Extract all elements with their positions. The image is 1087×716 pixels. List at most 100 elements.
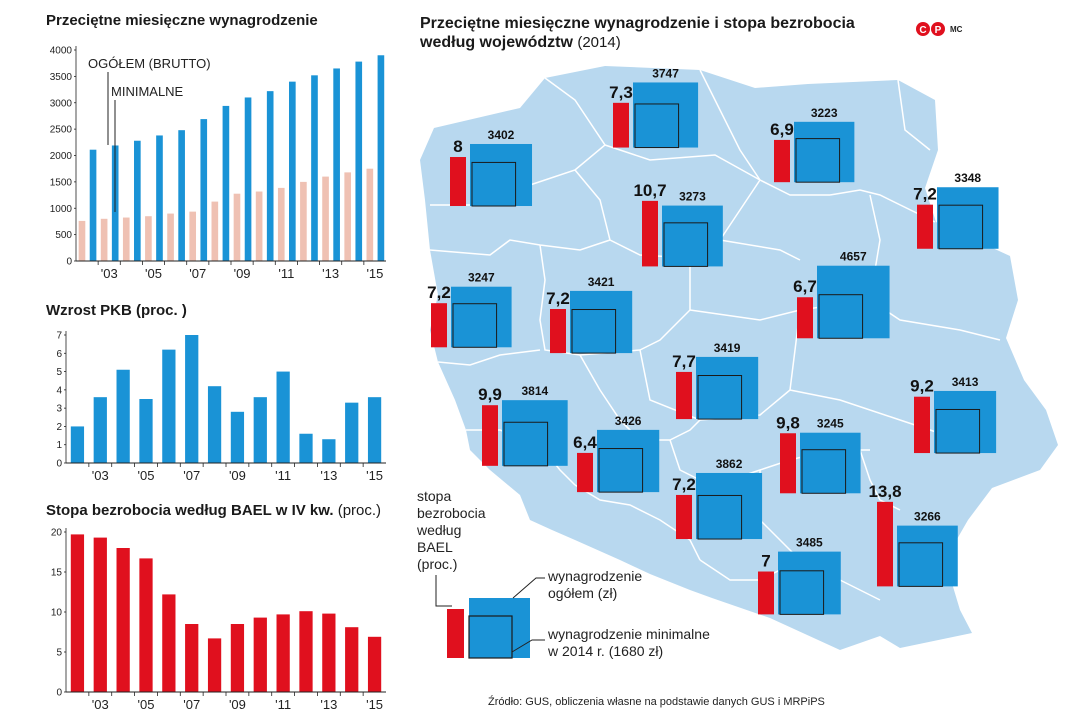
y-tick-label: 0 xyxy=(56,688,62,699)
wage-bar-2009-minimal xyxy=(233,193,241,261)
x-tick-label: '05 xyxy=(145,266,162,281)
x-tick-label: '07 xyxy=(183,697,200,712)
region-wage-square xyxy=(817,265,890,339)
map-title-line2: według województw xyxy=(420,34,573,51)
gdp-bar-2008 xyxy=(207,386,222,463)
y-tick-label: 10 xyxy=(51,608,63,619)
region-rate-bar xyxy=(917,204,933,249)
unemployment-bar-2015 xyxy=(367,636,382,692)
legend-rate-text: stopa bezrobocia według BAEL (proc.) xyxy=(417,488,486,573)
gdp-chart-title: Wzrost PKB (proc. ) xyxy=(46,302,187,319)
x-tick-label: '07 xyxy=(183,468,200,483)
y-tick-label: 1500 xyxy=(50,177,73,188)
unemployment-bar-2002 xyxy=(70,534,85,692)
region-rate-bar xyxy=(797,297,813,339)
unemployment-bar-2004 xyxy=(116,548,130,692)
legend-rate-line: (proc.) xyxy=(417,556,458,572)
region-rate-label: 7,2 xyxy=(913,185,937,204)
region-rate-bar xyxy=(642,200,658,267)
region-rate-bar xyxy=(676,371,692,420)
gdp-bar-2005 xyxy=(139,399,153,463)
region-wage-square xyxy=(633,82,699,148)
region-min-wage-square xyxy=(503,421,549,467)
legend-rate-leader xyxy=(435,575,452,607)
legend-rate-line: bezrobocia xyxy=(417,505,486,521)
x-tick-label: '03 xyxy=(101,266,118,281)
gdp-bar-2011 xyxy=(276,371,290,463)
region-wage-label: 3266 xyxy=(914,510,941,524)
legend-min-line: w 2014 r. (1680 zł) xyxy=(548,643,664,659)
region-min-wage-square xyxy=(598,448,644,493)
wage-bar-2010-minimal xyxy=(255,191,263,261)
y-tick-label: 2 xyxy=(56,422,62,433)
wage-bar-2015-minimal xyxy=(366,168,374,261)
wage-bar-2014-gross xyxy=(355,61,363,262)
region-min-wage-square xyxy=(634,103,680,149)
region-marker: 9,8 3245 xyxy=(776,413,861,494)
region-marker: 6,4 3426 xyxy=(573,414,660,493)
y-tick-label: 500 xyxy=(55,230,72,241)
region-wage-label: 3402 xyxy=(488,128,515,142)
region-rate-label: 9,2 xyxy=(910,377,934,396)
unemployment-bar-2011 xyxy=(276,614,290,692)
region-min-wage-square xyxy=(818,294,864,339)
legend-gross-line: ogółem (zł) xyxy=(548,585,618,601)
gdp-bar-2009 xyxy=(230,411,245,463)
region-marker: 7,2 3247 xyxy=(427,271,512,348)
region-wage-square xyxy=(597,429,660,493)
region-min-wage-square xyxy=(697,494,743,540)
y-tick-label: 5 xyxy=(56,367,62,378)
region-min-wage-square xyxy=(471,161,517,207)
x-tick-label: '11 xyxy=(278,266,294,281)
region-wage-label: 3273 xyxy=(679,190,706,204)
wage-bar-2008-minimal xyxy=(211,201,219,261)
wage-bar-2008-gross xyxy=(222,105,230,261)
gdp-bar-2004 xyxy=(116,369,130,463)
x-tick-label: '09 xyxy=(229,697,246,712)
region-min-wage-square xyxy=(801,449,847,494)
unemployment-bar-2010 xyxy=(253,617,267,692)
y-tick-label: 1 xyxy=(56,440,62,451)
gdp-bar-2010 xyxy=(253,397,267,463)
x-tick-label: '15 xyxy=(366,697,383,712)
region-rate-bar xyxy=(550,308,566,354)
region-wage-square xyxy=(662,205,723,267)
region-wage-label: 3426 xyxy=(615,414,642,428)
wage-bar-2004-gross xyxy=(134,140,141,261)
region-rate-label: 7,2 xyxy=(546,289,570,308)
y-tick-label: 0 xyxy=(56,459,62,470)
y-tick-label: 6 xyxy=(56,349,62,360)
legend-min-square xyxy=(468,615,513,659)
region-rate-bar xyxy=(450,157,466,207)
region-marker: 10,7 3273 xyxy=(633,181,723,267)
x-tick-label: '15 xyxy=(366,266,383,281)
wage-bar-2007-minimal xyxy=(189,211,197,261)
logo-letter-c: C xyxy=(919,25,926,36)
unemployment-bar-2009 xyxy=(230,624,245,692)
region-min-wage-square xyxy=(452,303,498,348)
region-rate-label: 6,7 xyxy=(793,277,817,296)
gdp-bar-2006 xyxy=(162,349,176,463)
wage-bar-2010-gross xyxy=(266,91,274,262)
legend-rate-line: według xyxy=(417,522,462,538)
region-wage-square xyxy=(570,290,633,354)
unemployment-chart: 0 5 10 15 20 '03 '05 '07 '09 '11 '13 '15 xyxy=(51,528,386,712)
region-marker: 7,3 3747 xyxy=(609,66,699,149)
wage-bar-2005-gross xyxy=(156,135,163,261)
region-rate-label: 6,9 xyxy=(770,120,794,139)
region-wage-label: 3223 xyxy=(811,106,838,120)
gdp-bar-2007 xyxy=(185,335,199,463)
wage-bar-2007-gross xyxy=(200,119,208,261)
legend-min-leader xyxy=(511,639,545,653)
region-rate-bar xyxy=(914,396,930,454)
region-rate-label: 6,4 xyxy=(573,433,597,452)
unemployment-title-main: Stopa bezrobocia według BAEL w IV kw. xyxy=(46,502,334,519)
region-rate-bar xyxy=(774,139,790,183)
legend-gross-square xyxy=(469,598,530,658)
wage-bar-2002-gross xyxy=(89,149,97,261)
region-marker: 6,7 4657 xyxy=(793,250,890,339)
y-tick-label: 20 xyxy=(51,528,63,539)
region-wage-label: 3247 xyxy=(468,271,495,285)
region-wage-label: 3814 xyxy=(521,384,548,398)
region-wage-label: 3413 xyxy=(952,375,979,389)
